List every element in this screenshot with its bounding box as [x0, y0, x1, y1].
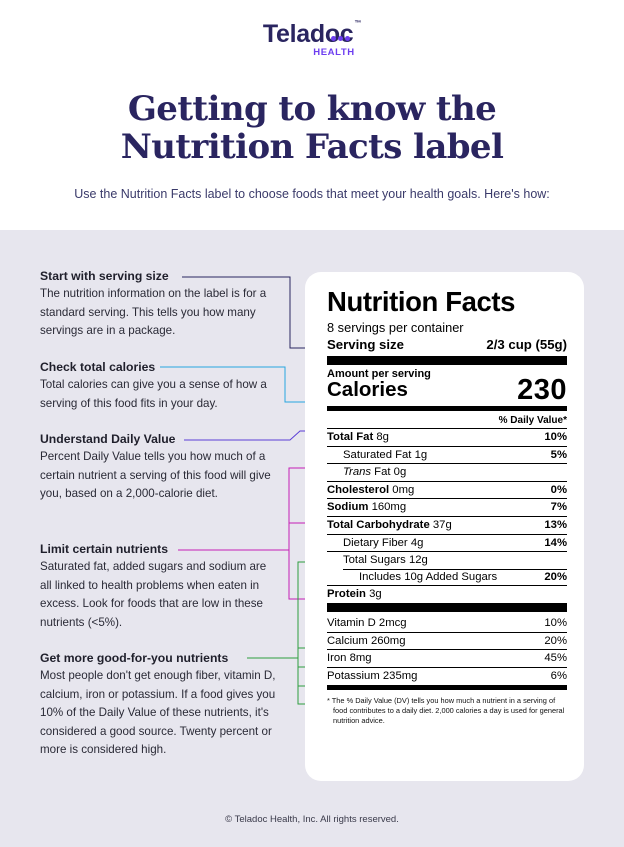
- row-vitamin-d: Vitamin D 2mcg 10%: [327, 616, 567, 629]
- tip-heading: Get more good-for-you nutrients: [40, 651, 229, 665]
- divider-thick-vitamins: [327, 602, 567, 612]
- calories-row: Calories 230: [327, 374, 567, 406]
- logo-subtitle: HEALTH: [313, 47, 355, 58]
- row-potassium: Potassium 235mg 6%: [327, 666, 567, 685]
- page-title: Getting to know the Nutrition Facts labe…: [120, 89, 504, 167]
- divider-medium: [327, 406, 567, 411]
- row-trans-fat: Trans Fat 0g: [327, 463, 567, 481]
- copyright-footer: © Teladoc Health, Inc. All rights reserv…: [225, 814, 399, 825]
- logo-wordmark: Teladoc™: [262, 19, 362, 48]
- row-cholesterol: Cholesterol 0mg 0%: [327, 480, 567, 499]
- tip-body: Most people don't get enough fiber, vita…: [40, 669, 276, 756]
- tip-serving-size: Start with serving size The nutrition in…: [40, 268, 280, 341]
- row-dietary-fiber: Dietary Fiber 4g 14%: [327, 533, 567, 552]
- tip-heading: Understand Daily Value: [40, 432, 176, 446]
- tip-good-nutrients: Get more good-for-you nutrients Most peo…: [40, 650, 280, 760]
- divider-medium-footnote: [327, 685, 567, 691]
- content-panel: Start with serving size The nutrition in…: [0, 230, 624, 847]
- row-protein: Protein 3g: [327, 585, 567, 603]
- amount-per-serving: Amount per serving: [327, 368, 431, 380]
- divider-thick: [327, 356, 567, 365]
- tip-body: Percent Daily Value tells you how much o…: [40, 450, 271, 500]
- tip-body: The nutrition information on the label i…: [40, 287, 267, 337]
- row-total-fat: Total Fat 8g 10%: [327, 428, 567, 446]
- row-total-sugars: Total Sugars 12g: [327, 551, 567, 569]
- tip-heading: Start with serving size: [40, 269, 169, 283]
- connector-serving-size: [182, 276, 308, 349]
- label-footnote: * The % Daily Value (DV) tells you how m…: [327, 696, 565, 726]
- row-iron: Iron 8mg 45%: [327, 649, 567, 667]
- logo-dots-icon: [331, 19, 353, 41]
- row-added-sugars: Includes 10g Added Sugars 20%: [327, 568, 567, 586]
- tip-body: Saturated fat, added sugars and sodium a…: [40, 560, 267, 629]
- row-sodium: Sodium 160mg 7%: [327, 498, 567, 516]
- row-saturated-fat: Saturated Fat 1g 5%: [327, 445, 567, 464]
- header-section: Teladoc™ HEALTH Getting to know the Nutr…: [0, 0, 624, 230]
- intro-text: Use the Nutrition Facts label to choose …: [74, 187, 550, 201]
- daily-value-header: % Daily Value*: [498, 415, 567, 426]
- nutrition-facts-label: Nutrition Facts 8 servings per container…: [327, 286, 567, 726]
- servings-per-container: 8 servings per container: [327, 320, 464, 335]
- nutrition-label-card: Nutrition Facts 8 servings per container…: [305, 272, 584, 781]
- tip-calories: Check total calories Total calories can …: [40, 359, 280, 413]
- row-total-carbohydrate: Total Carbohydrate 37g 13%: [327, 515, 567, 534]
- connector-calories: [160, 366, 308, 403]
- teladoc-logo: Teladoc™ HEALTH: [0, 20, 624, 58]
- tip-heading: Limit certain nutrients: [40, 542, 168, 556]
- tip-daily-value: Understand Daily Value Percent Daily Val…: [40, 431, 280, 504]
- row-calcium: Calcium 260mg 20%: [327, 631, 567, 650]
- tip-heading: Check total calories: [40, 360, 156, 374]
- label-title: Nutrition Facts: [327, 286, 516, 317]
- tip-limit-nutrients: Limit certain nutrients Saturated fat, a…: [40, 541, 280, 632]
- serving-size-row: Serving size 2/3 cup (55g): [327, 337, 567, 352]
- tip-body: Total calories can give you a sense of h…: [40, 378, 267, 410]
